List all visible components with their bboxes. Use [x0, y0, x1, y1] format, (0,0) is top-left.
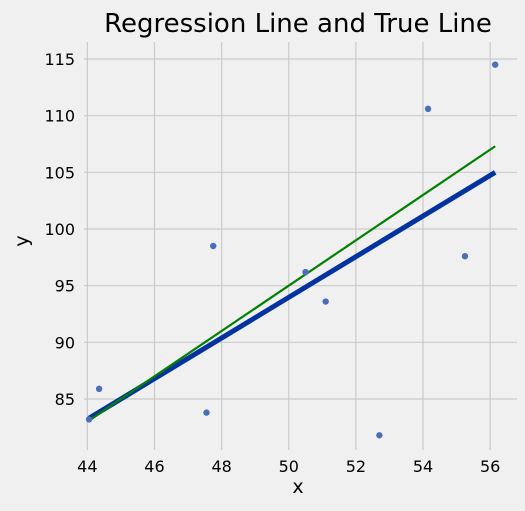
chart-title: Regression Line and True Line [104, 9, 492, 39]
y-tick-label: 100 [44, 220, 75, 239]
x-tick-label: 46 [144, 457, 164, 476]
grid-layer [84, 42, 517, 450]
x-axis-label: x [292, 476, 303, 498]
scatter-point [302, 268, 309, 276]
ticks-layer: 44 46 48 50 52 54 56 85 90 95 100 105 110 115 [44, 50, 500, 476]
x-tick-label: 56 [480, 457, 500, 476]
scatter-point [376, 432, 383, 439]
scatter-point [322, 298, 329, 305]
lines-layer [87, 145, 497, 422]
y-tick-label: 115 [44, 50, 75, 69]
x-tick-label: 50 [279, 457, 299, 476]
scatter-point [85, 416, 93, 423]
x-tick-label: 44 [77, 457, 97, 476]
scatter-point [203, 409, 210, 416]
true-line [88, 145, 496, 422]
scatter-point [424, 105, 432, 113]
x-tick-label: 52 [346, 457, 366, 476]
y-tick-label: 85 [55, 390, 75, 409]
scatter-point [461, 253, 469, 260]
y-tick-label: 90 [55, 333, 75, 352]
y-tick-label: 110 [44, 107, 75, 126]
scatter-point [95, 385, 103, 392]
y-tick-label: 95 [55, 277, 75, 296]
regression-line [87, 170, 497, 421]
scatter-point [491, 61, 499, 68]
x-tick-label: 54 [413, 457, 433, 476]
x-tick-label: 48 [211, 457, 231, 476]
y-axis-label: y [11, 235, 33, 246]
scatter-point [210, 242, 217, 250]
y-tick-label: 105 [44, 163, 75, 182]
points-layer [85, 61, 499, 439]
